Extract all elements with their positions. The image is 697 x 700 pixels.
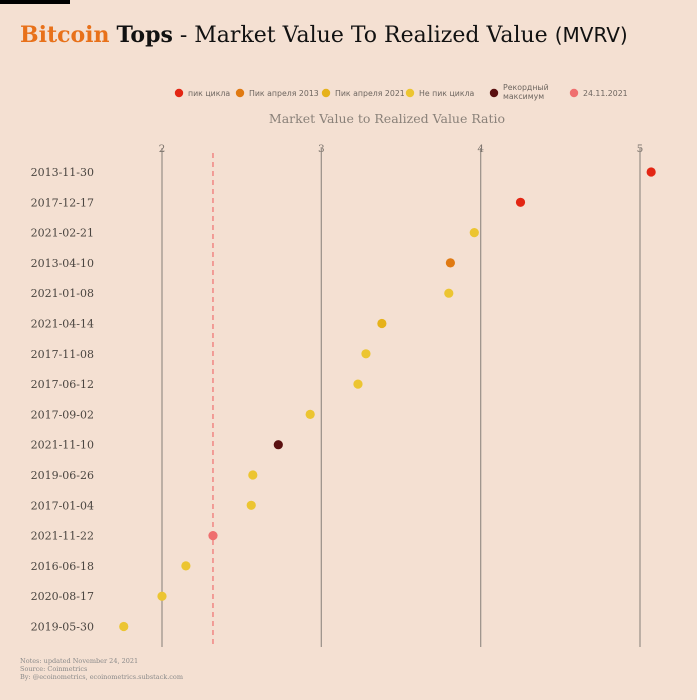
- footer-source: Source: Coinmetrics: [20, 665, 88, 673]
- x-tick-label: 2: [159, 143, 166, 155]
- chart-gridlines: [161, 148, 641, 647]
- data-point: [208, 531, 218, 541]
- page-title: Bitcoin Tops - Market Value To Realized …: [20, 22, 628, 48]
- data-point: [377, 318, 387, 329]
- data-point: [469, 228, 479, 238]
- data-point: [361, 349, 371, 359]
- data-point: [273, 440, 283, 450]
- legend-swatch: [174, 88, 184, 98]
- y-tick-label: 2019-05-30: [31, 621, 94, 634]
- y-tick-label: 2013-11-30: [31, 166, 94, 179]
- chart-footer: Notes: updated November 24, 2021 Source:…: [20, 657, 183, 681]
- data-point: [248, 470, 258, 480]
- data-point: [646, 167, 656, 177]
- y-tick-label: 2021-02-21: [31, 227, 94, 240]
- data-point: [353, 379, 363, 389]
- x-tick-label: 3: [318, 143, 325, 155]
- legend-swatch: [235, 88, 245, 98]
- legend-label: 24.11.2021: [583, 89, 628, 98]
- x-tick-label: 5: [637, 143, 644, 155]
- legend-swatch: [569, 88, 579, 98]
- chart-legend: пик цикла Пик апреля 2013 Пик апреля 2021 Н…: [174, 83, 628, 101]
- data-points: [119, 167, 656, 632]
- y-tick-label: 2013-04-10: [31, 257, 94, 270]
- title-brand-bold: Tops: [116, 22, 173, 48]
- legend-label: Рекордный максимум: [503, 83, 549, 101]
- y-tick-label: 2021-11-10: [31, 439, 94, 452]
- legend-label: Пик апреля 2021: [335, 89, 405, 98]
- legend-label: пик цикла: [188, 89, 230, 98]
- title-separator: -: [179, 23, 188, 48]
- y-tick-label: 2021-04-14: [31, 318, 94, 331]
- corner-accent-bar: [0, 0, 70, 4]
- y-tick-label: 2019-06-26: [31, 469, 94, 482]
- data-point: [181, 561, 191, 571]
- legend-swatch: [321, 88, 331, 98]
- legend-swatch: [405, 88, 415, 98]
- title-brand-highlight: Bitcoin: [20, 22, 110, 48]
- y-tick-label: 2017-01-04: [31, 499, 94, 512]
- x-tick-label: 4: [477, 143, 484, 155]
- title-main: Market Value To Realized Value: [194, 23, 548, 48]
- y-tick-label: 2017-12-17: [31, 196, 94, 209]
- y-tick-label: 2017-11-08: [31, 348, 94, 361]
- legend-swatch: [489, 88, 499, 98]
- x-tick-labels: 2 3 4 5: [159, 143, 644, 155]
- y-tick-label: 2021-11-22: [31, 530, 94, 543]
- data-point: [157, 591, 167, 601]
- data-point: [444, 288, 454, 298]
- footer-credit: By: @ecoinometrics, ecoinometrics.substa…: [20, 673, 183, 681]
- y-tick-label: 2021-01-08: [31, 287, 94, 300]
- y-tick-label: 2017-09-02: [31, 408, 94, 421]
- x-axis-label: Market Value to Realized Value Ratio: [269, 111, 505, 126]
- legend-label: Пик апреля 2013: [249, 89, 319, 98]
- data-point: [119, 621, 129, 632]
- y-tick-label: 2017-06-12: [31, 378, 94, 391]
- data-point: [445, 258, 455, 268]
- y-tick-label: 2016-06-18: [31, 560, 94, 573]
- legend-label: Не пик цикла: [419, 89, 475, 98]
- data-point: [515, 197, 526, 207]
- title-acronym: (MVRV): [554, 23, 628, 47]
- y-category-labels: 2013-11-30 2017-12-17 2021-02-21 2013-04-10…: [31, 166, 94, 634]
- data-point: [305, 409, 315, 419]
- footer-notes: Notes: updated November 24, 2021: [20, 657, 139, 665]
- y-tick-label: 2020-08-17: [31, 590, 94, 603]
- data-point: [246, 500, 256, 510]
